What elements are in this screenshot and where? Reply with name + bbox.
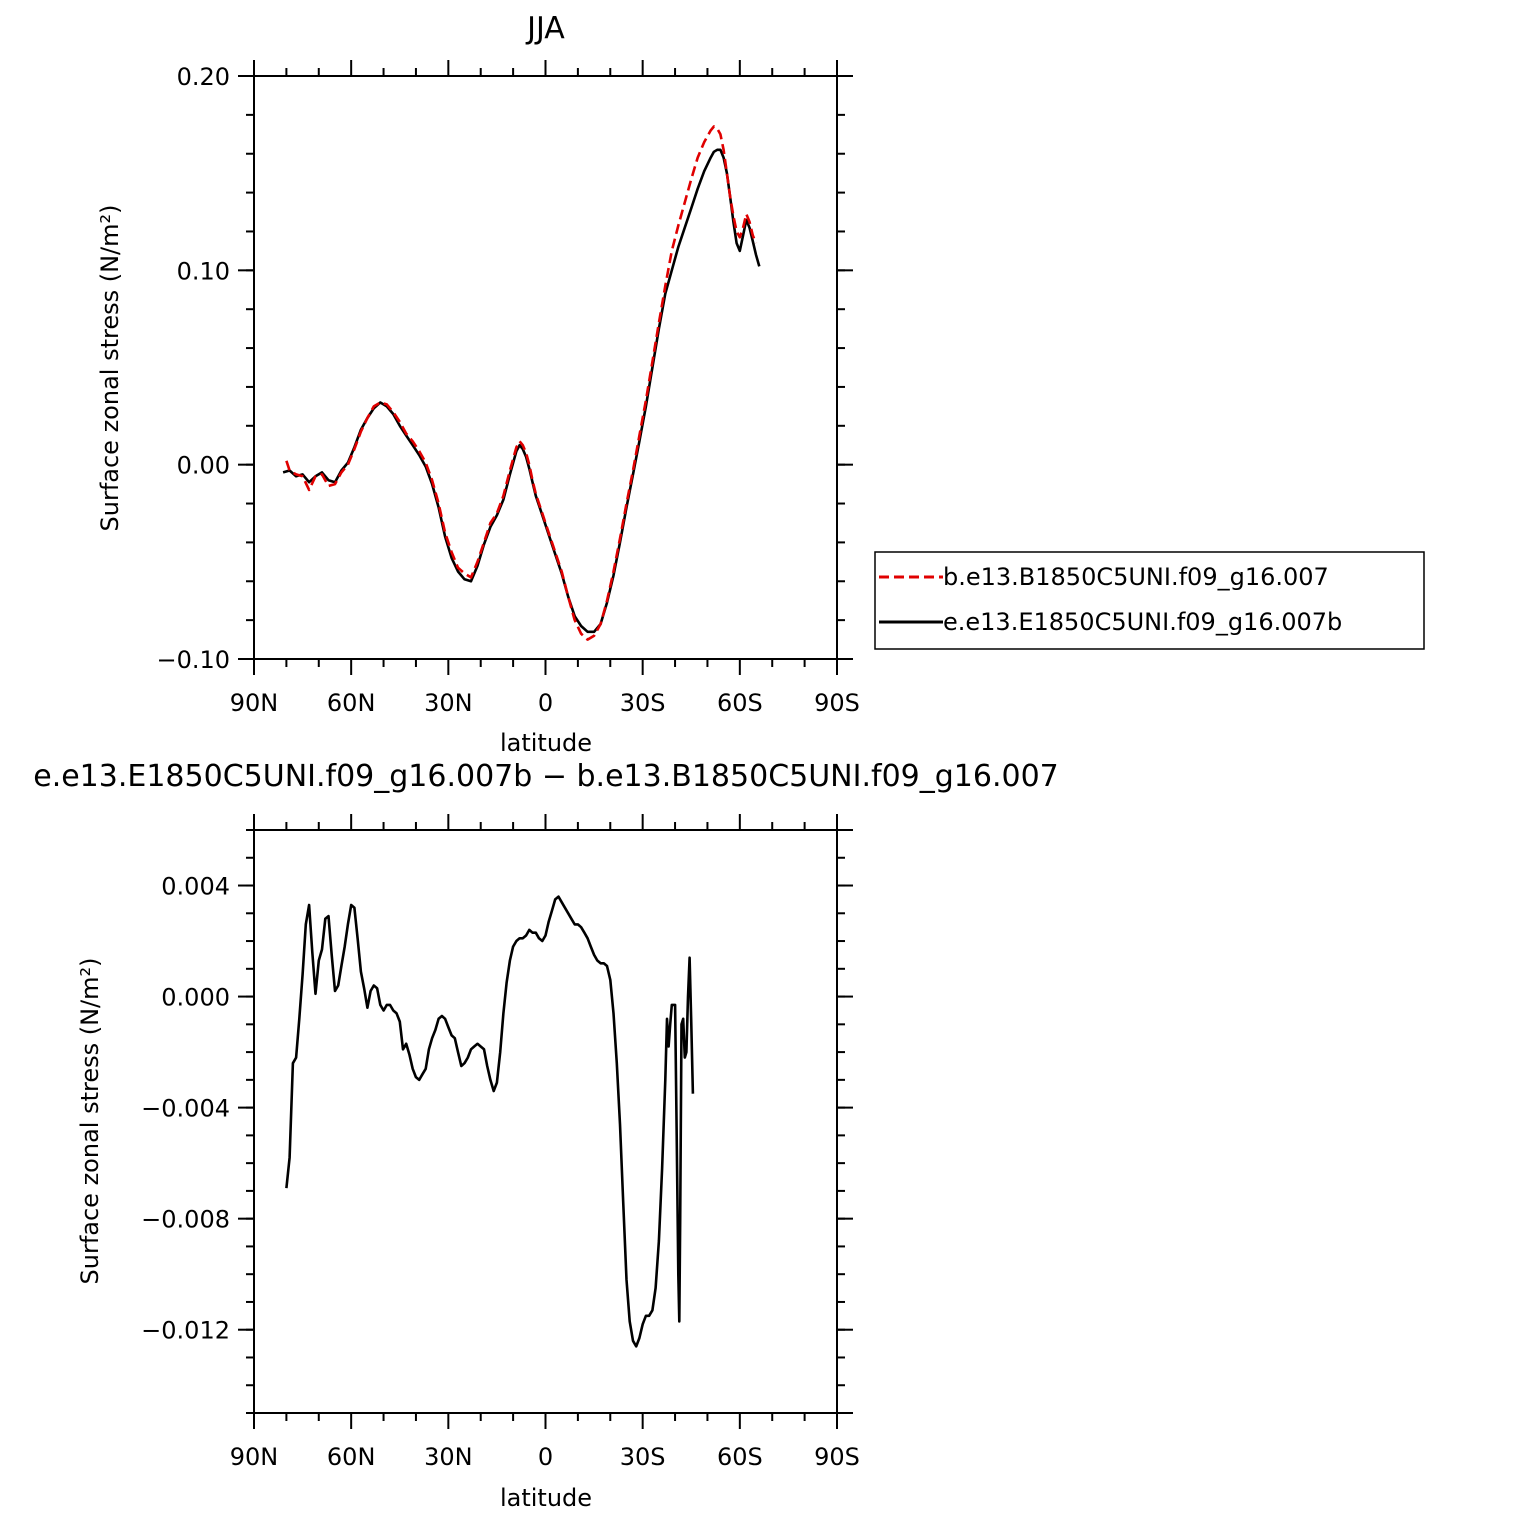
x-tick-label: 60N (327, 689, 376, 717)
x-tick-label: 90N (230, 1443, 279, 1471)
legend-label-e-case: e.e13.E1850C5UNI.f09_g16.007b (943, 608, 1342, 636)
y-tick-label: −0.012 (141, 1317, 230, 1345)
y-tick-label: 0.10 (177, 257, 230, 285)
y-tick-label: 0.00 (177, 452, 230, 480)
x-tick-label: 30S (620, 689, 666, 717)
bottom-x-axis-title: latitude (500, 1484, 592, 1512)
top-plot-title: JJA (525, 11, 565, 46)
bottom-plot-area: 90N 60N 30N 0 30S 60S 90S −0.012 −0.008 −0.004 0.0… (141, 814, 860, 1471)
legend-label-b-case: b.e13.B1850C5UNI.f09_g16.007 (943, 563, 1329, 591)
top-x-axis-title: latitude (500, 729, 592, 757)
x-tick-label: 30S (620, 1443, 666, 1471)
y-tick-label: −0.10 (156, 646, 230, 674)
top-panel: JJA latitude Surface zonal stress (N/m²)… (96, 11, 860, 757)
x-tick-label: 0 (538, 689, 553, 717)
top-legend: b.e13.B1850C5UNI.f09_g16.007 e.e13.E1850… (874, 551, 1425, 650)
top-y-axis-title: Surface zonal stress (N/m²) (96, 205, 124, 532)
plot-frame (253, 829, 838, 1414)
bottom-panel: e.e13.E1850C5UNI.f09_g16.007b − b.e13.B1… (33, 759, 1059, 1512)
plot-frame (253, 75, 838, 660)
x-tick-label: 90S (814, 1443, 860, 1471)
top-plot-area: 90N 60N 30N 0 30S 60S 90S −0.10 0.00 0.10 0.20 (156, 60, 860, 717)
y-tick-label: −0.004 (141, 1095, 230, 1123)
bottom-y-axis-title: Surface zonal stress (N/m²) (76, 958, 104, 1285)
x-tick-label: 30N (424, 1443, 473, 1471)
x-tick-label: 0 (538, 1443, 553, 1471)
y-tick-label: −0.008 (141, 1206, 230, 1234)
y-tick-label: 0.20 (177, 63, 230, 91)
series-line-difference (285, 895, 695, 1348)
x-tick-label: 60S (717, 689, 763, 717)
series-line-b-e13-b1850c5uni-f09-g16-007 (285, 125, 758, 641)
series-line-e-e13-e1850c5uni-f09-g16-007b (282, 148, 761, 634)
y-tick-label: 0.004 (161, 873, 230, 901)
x-tick-label: 60N (327, 1443, 376, 1471)
legend-box (874, 551, 1425, 650)
x-tick-label: 90S (814, 689, 860, 717)
y-tick-label: 0.000 (161, 984, 230, 1012)
x-tick-label: 30N (424, 689, 473, 717)
bottom-plot-title: e.e13.E1850C5UNI.f09_g16.007b − b.e13.B1… (33, 759, 1059, 794)
x-tick-label: 90N (230, 689, 279, 717)
x-tick-label: 60S (717, 1443, 763, 1471)
